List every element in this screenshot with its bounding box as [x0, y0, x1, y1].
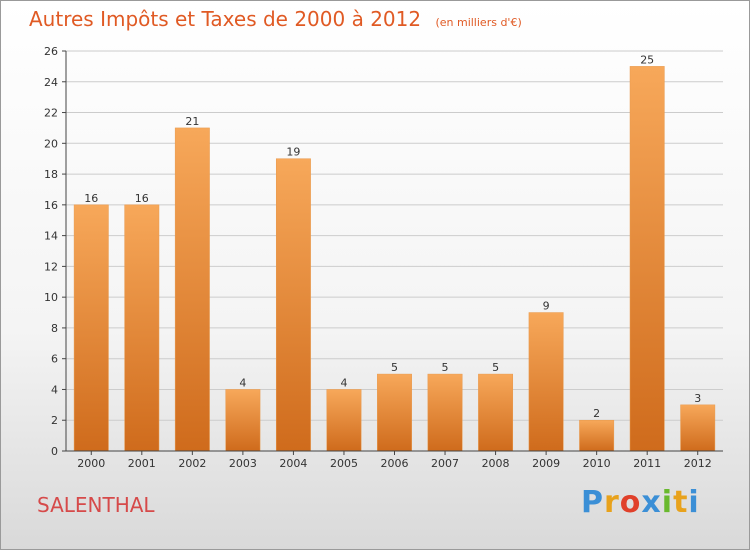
y-tick-label: 16 — [44, 199, 58, 212]
bar-2008 — [478, 373, 514, 452]
logo-letter: t — [673, 485, 689, 520]
logo-letter: r — [604, 485, 620, 520]
y-tick-label: 8 — [51, 322, 58, 335]
bar-2006 — [377, 373, 412, 452]
proxiti-logo: Proxiti — [581, 485, 700, 520]
bar-layer — [73, 66, 716, 452]
y-tick-label: 2 — [51, 414, 58, 427]
chart-title: Autres Impôts et Taxes de 2000 à 2012 (e… — [29, 7, 522, 31]
bar-2011 — [629, 66, 665, 452]
bar-2009 — [528, 312, 564, 452]
data-label: 5 — [442, 361, 449, 374]
x-tick-label: 2009 — [532, 457, 560, 470]
data-label: 16 — [135, 192, 149, 205]
bar-2001 — [124, 204, 160, 452]
x-tick-label: 2008 — [482, 457, 510, 470]
x-tick-label: 2011 — [633, 457, 661, 470]
chart-subtitle: (en milliers d'€) — [435, 16, 522, 29]
logo-letter: o — [619, 485, 642, 520]
commune-name: SALENTHAL — [37, 493, 155, 517]
data-label: 5 — [492, 361, 499, 374]
x-tick-label: 2003 — [229, 457, 257, 470]
data-label: 4 — [340, 376, 347, 389]
bar-2010 — [579, 419, 615, 452]
bar-2002 — [174, 127, 210, 452]
data-label: 16 — [84, 192, 98, 205]
y-tick-label: 6 — [51, 353, 58, 366]
data-label: 25 — [640, 53, 654, 66]
logo-letter: i — [688, 485, 700, 520]
y-tick-label: 24 — [44, 76, 58, 89]
data-label: 21 — [185, 115, 199, 128]
x-tick-label: 2005 — [330, 457, 358, 470]
y-tick-label: 18 — [44, 168, 58, 181]
chart-title-text: Autres Impôts et Taxes de 2000 à 2012 — [29, 7, 422, 31]
x-tick-label: 2001 — [128, 457, 156, 470]
label-layer: 16 2000 16 2001 21 2002 4 2003 19 2004 4 2005 5 2006 5… — [77, 53, 711, 470]
x-tick-label: 2000 — [77, 457, 105, 470]
y-tick-label: 12 — [44, 260, 58, 273]
y-tick-label: 0 — [51, 445, 58, 458]
logo-letter: x — [641, 485, 662, 520]
y-tick-label: 26 — [44, 45, 58, 58]
x-tick-label: 2012 — [684, 457, 712, 470]
data-label: 3 — [694, 392, 701, 405]
x-tick-label: 2007 — [431, 457, 459, 470]
x-tick-label: 2002 — [178, 457, 206, 470]
bar-2004 — [275, 158, 311, 452]
bar-2005 — [326, 389, 362, 452]
y-tick-label: 4 — [51, 383, 58, 396]
y-tick-label: 14 — [44, 230, 58, 243]
data-label: 9 — [543, 300, 550, 313]
x-tick-label: 2004 — [279, 457, 307, 470]
y-tick-label: 10 — [44, 291, 58, 304]
data-label: 4 — [239, 376, 246, 389]
data-label: 2 — [593, 407, 600, 420]
x-tick-label: 2010 — [583, 457, 611, 470]
bar-2000 — [73, 204, 109, 452]
data-label: 19 — [286, 146, 300, 159]
bar-2012 — [680, 404, 716, 452]
y-tick-label: 20 — [44, 137, 58, 150]
logo-letter: i — [661, 485, 674, 520]
x-tick-label: 2006 — [381, 457, 409, 470]
logo-letter: P — [581, 485, 604, 520]
bar-2007 — [427, 373, 463, 452]
data-label: 5 — [391, 361, 398, 374]
y-tick-label: 22 — [44, 107, 58, 120]
bar-2003 — [225, 389, 261, 452]
